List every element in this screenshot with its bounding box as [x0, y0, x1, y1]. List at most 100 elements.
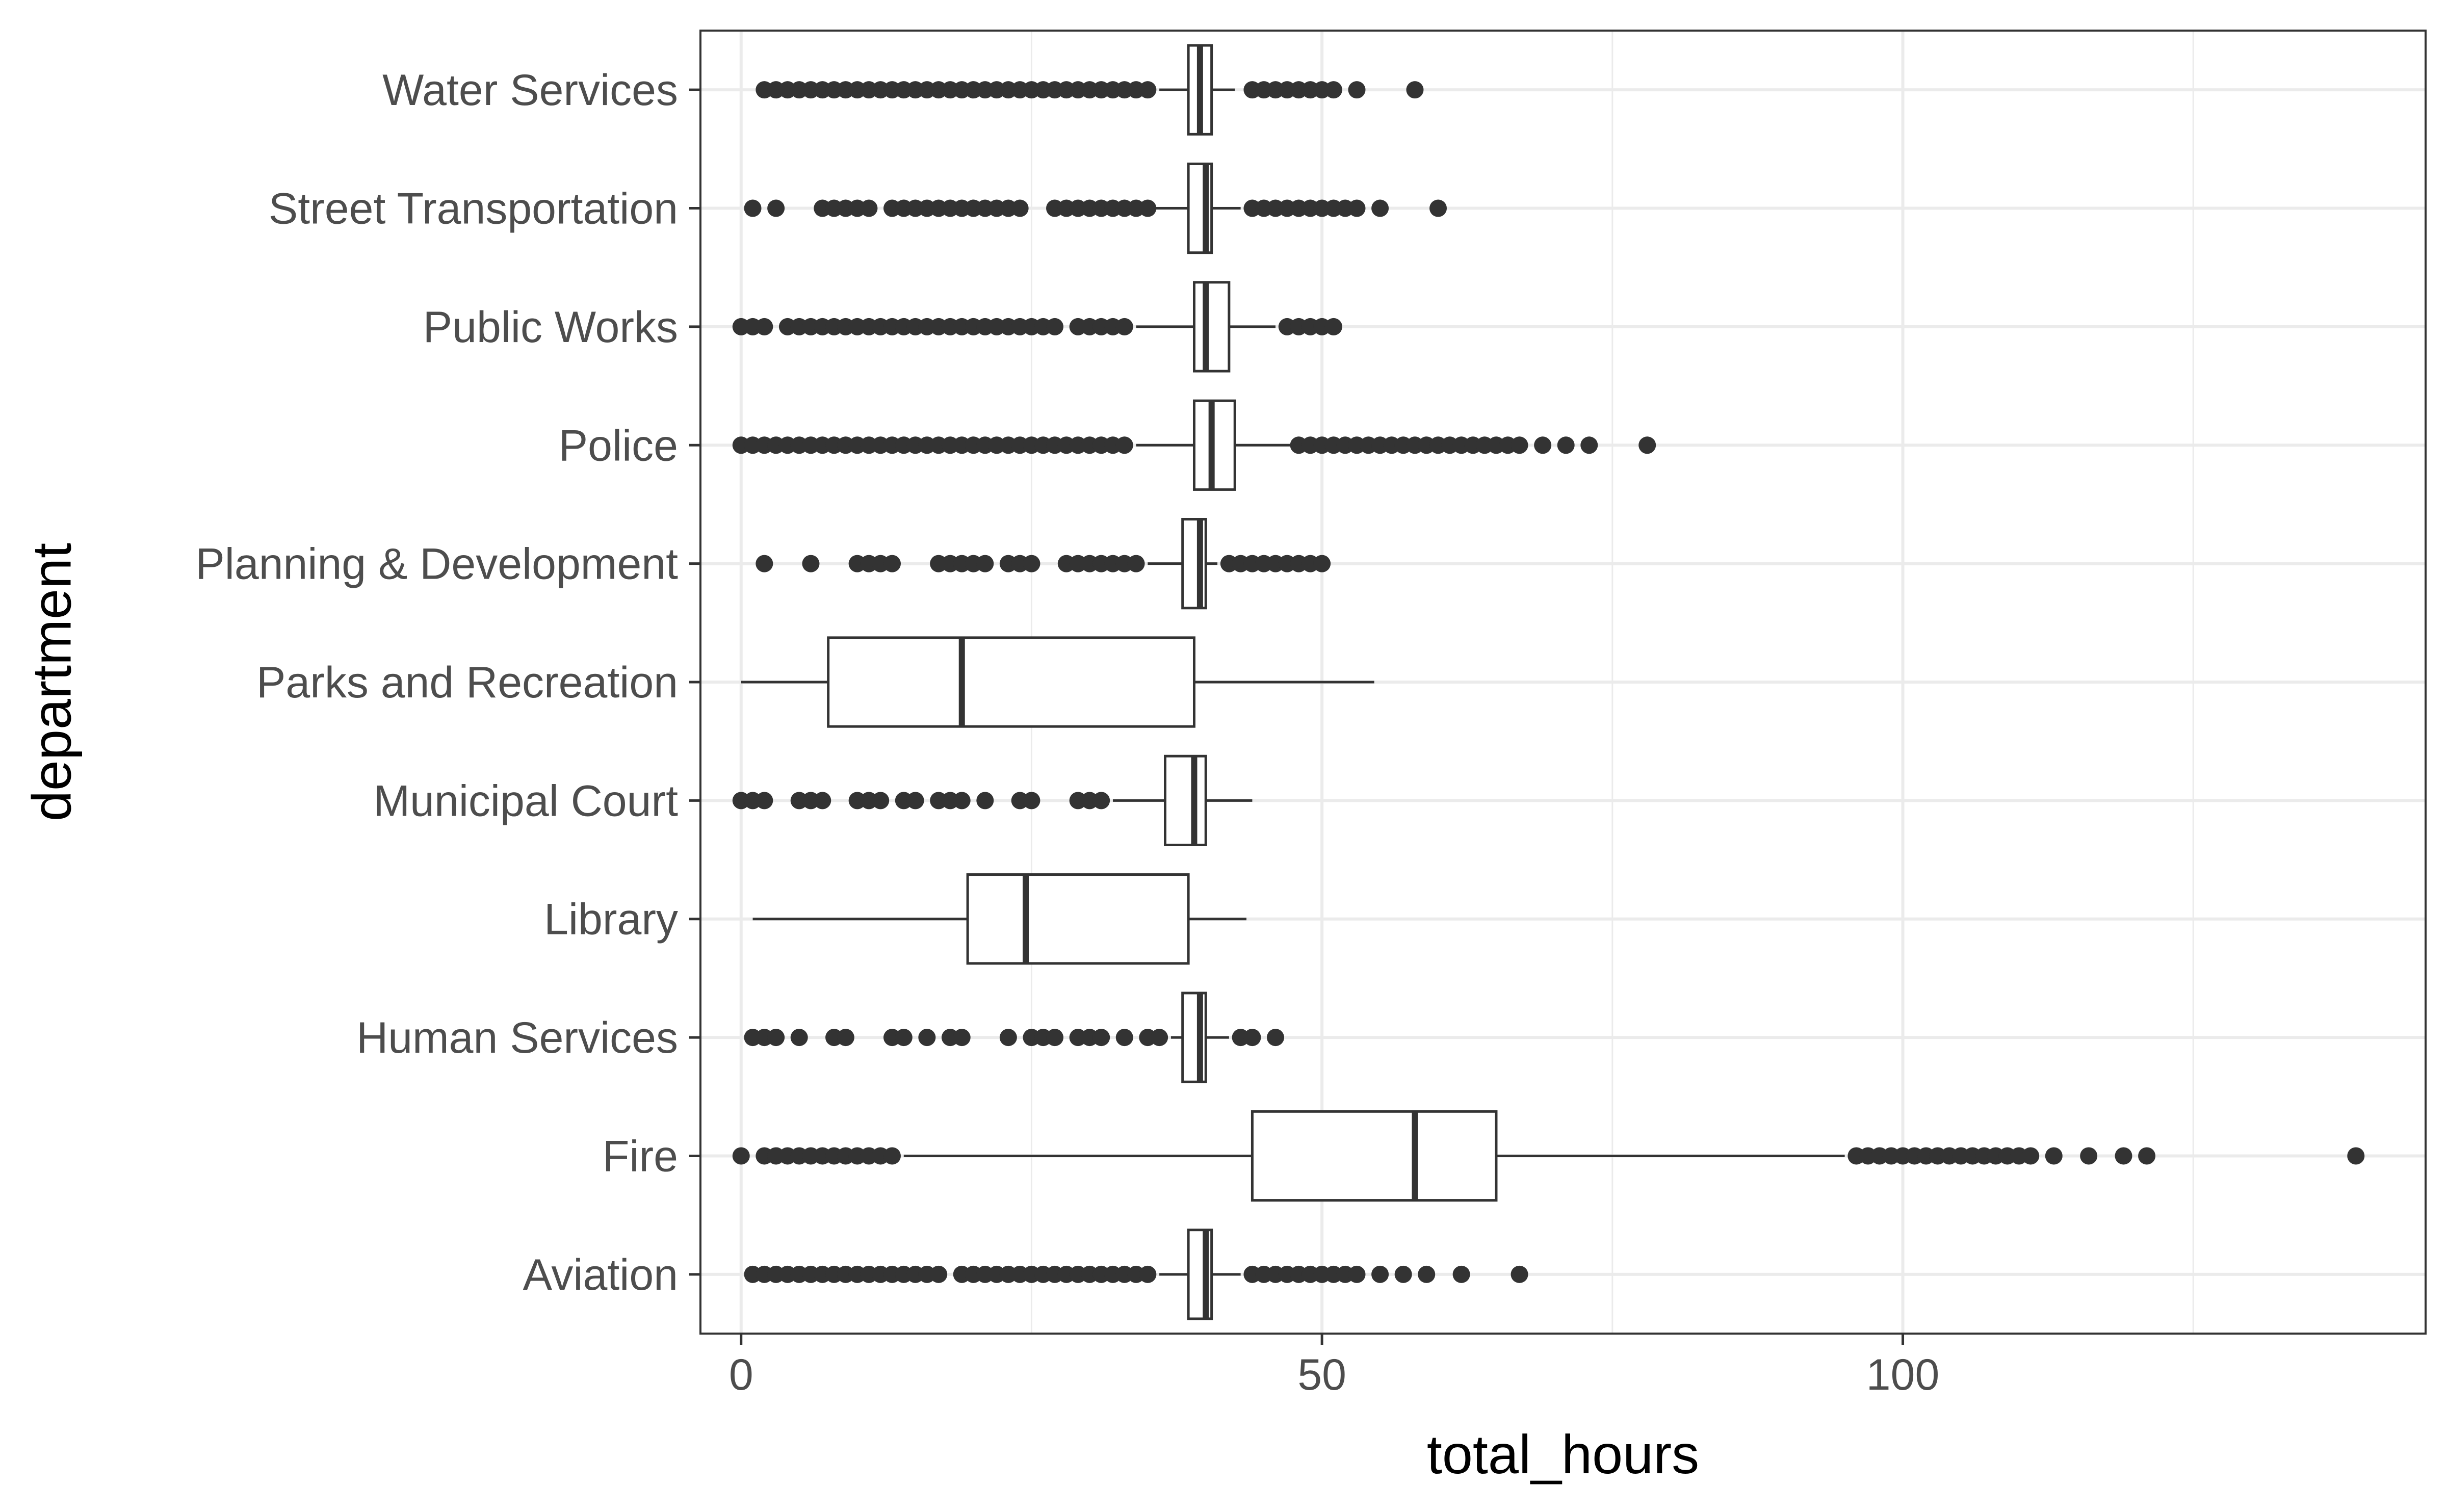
outlier-point — [1115, 436, 1133, 454]
outlier-point — [1267, 1029, 1284, 1047]
outlier-point — [1429, 199, 1447, 217]
x-tick-label: 100 — [1866, 1350, 1940, 1399]
outlier-point — [1011, 199, 1029, 217]
outlier-point — [802, 555, 820, 572]
box-public-works — [732, 281, 1342, 373]
x-tick-label: 50 — [1297, 1350, 1346, 1399]
box-fire — [732, 1110, 2365, 1202]
y-tick-label: Public Works — [423, 303, 678, 352]
box-human-services — [744, 992, 1284, 1083]
box-layer — [732, 44, 2365, 1320]
outlier-point — [883, 1147, 901, 1165]
outlier-point — [1046, 318, 1064, 335]
outlier-point — [1452, 1265, 1470, 1283]
y-tick-label: Police — [559, 421, 678, 470]
box-aviation — [744, 1229, 1528, 1320]
outlier-point — [2347, 1147, 2365, 1165]
outlier-point — [1127, 555, 1145, 572]
y-tick-label: Planning & Development — [195, 540, 678, 589]
outlier-point — [1371, 199, 1389, 217]
outlier-point — [1151, 1029, 1168, 1047]
outlier-point — [872, 792, 890, 810]
x-tick-label: 0 — [729, 1350, 753, 1399]
outlier-point — [1348, 81, 1366, 99]
y-axis-title: department — [21, 543, 83, 821]
outlier-point — [860, 199, 878, 217]
outlier-point — [756, 318, 773, 335]
outlier-point — [1092, 1029, 1110, 1047]
outlier-point — [744, 199, 762, 217]
y-tick-label: Water Services — [382, 66, 678, 115]
outlier-point — [837, 1029, 854, 1047]
y-tick-label: Human Services — [356, 1013, 678, 1062]
outlier-point — [918, 1029, 936, 1047]
box-planning-development — [756, 518, 1331, 610]
outlier-point — [814, 792, 831, 810]
box-parks-and-recreation — [741, 636, 1374, 728]
box-iqr — [1164, 754, 1207, 847]
y-tick-label: Aviation — [523, 1250, 678, 1299]
outlier-point — [1115, 318, 1133, 335]
outlier-point — [767, 1029, 785, 1047]
outlier-point — [2045, 1147, 2063, 1165]
outlier-point — [1406, 81, 1424, 99]
outlier-point — [976, 792, 994, 810]
outlier-point — [790, 1029, 808, 1047]
outlier-point — [1348, 199, 1366, 217]
outlier-point — [895, 1029, 913, 1047]
outlier-point — [2138, 1147, 2156, 1165]
outlier-point — [1511, 436, 1528, 454]
outlier-point — [1139, 81, 1157, 99]
grid-layer — [700, 31, 2426, 1334]
outlier-point — [1348, 1265, 1366, 1283]
outlier-point — [906, 792, 924, 810]
outlier-point — [1418, 1265, 1436, 1283]
outlier-point — [1557, 436, 1575, 454]
outlier-point — [1638, 436, 1656, 454]
y-tick-label: Library — [544, 895, 678, 944]
box-iqr — [1251, 1110, 1498, 1202]
outlier-point — [1115, 1029, 1133, 1047]
outlier-point — [2022, 1147, 2040, 1165]
box-iqr — [827, 636, 1195, 728]
box-iqr — [1192, 281, 1231, 373]
outlier-point — [883, 555, 901, 572]
outlier-point — [953, 792, 971, 810]
outlier-point — [1324, 81, 1342, 99]
outlier-point — [767, 199, 785, 217]
outlier-point — [1139, 1265, 1157, 1283]
outlier-point — [1313, 555, 1331, 572]
box-iqr — [966, 873, 1190, 965]
box-police — [732, 399, 1656, 491]
outlier-point — [1580, 436, 1598, 454]
outlier-point — [1324, 318, 1342, 335]
outlier-point — [756, 555, 773, 572]
outlier-point — [1023, 555, 1040, 572]
box-library — [752, 873, 1247, 965]
outlier-point — [930, 1265, 948, 1283]
outlier-point — [1394, 1265, 1412, 1283]
outlier-point — [1511, 1265, 1528, 1283]
outlier-point — [953, 1029, 971, 1047]
y-tick-label: Municipal Court — [374, 776, 679, 825]
outlier-point — [1139, 199, 1157, 217]
outlier-point — [1243, 1029, 1261, 1047]
outlier-point — [756, 792, 773, 810]
outlier-point — [1092, 792, 1110, 810]
outlier-point — [1046, 1029, 1064, 1047]
outlier-point — [999, 1029, 1017, 1047]
y-tick-label: Fire — [603, 1132, 678, 1181]
outlier-point — [2115, 1147, 2132, 1165]
box-municipal-court — [732, 754, 1253, 847]
outlier-point — [1023, 792, 1040, 810]
y-tick-label: Parks and Recreation — [256, 658, 678, 707]
outlier-point — [1534, 436, 1552, 454]
x-axis-title: total_hours — [1427, 1423, 1699, 1485]
outlier-point — [1371, 1265, 1389, 1283]
box-street-transportation — [744, 162, 1447, 254]
box-water-services — [756, 44, 1424, 136]
axis-layer: 0 50 100 Aviation Fire Human Services Library M… — [195, 66, 1939, 1399]
outlier-point — [976, 555, 994, 572]
outlier-point — [2080, 1147, 2098, 1165]
